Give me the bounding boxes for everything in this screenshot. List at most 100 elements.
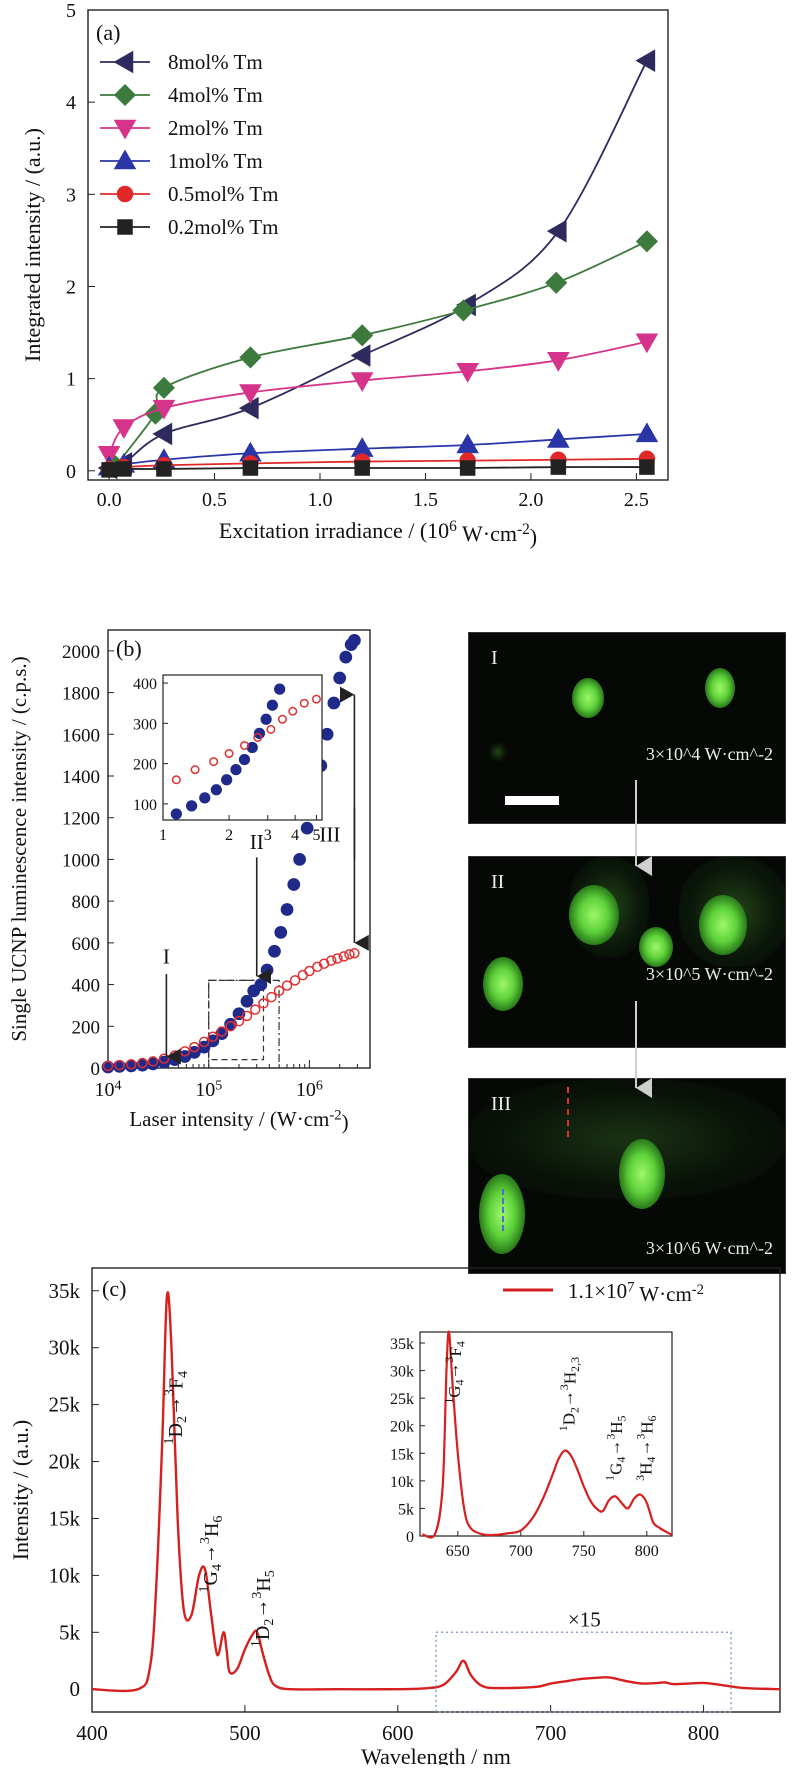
data-point (258, 998, 269, 1009)
particle-spot (489, 743, 507, 761)
data-point (338, 951, 350, 962)
data-point (266, 991, 277, 1003)
inset-y-tick-label: 400 (133, 676, 157, 693)
x-tick-label: 104 (95, 1079, 122, 1101)
data-point (274, 926, 288, 939)
chart-b: 0200400600800100012001400160018002000104… (7, 629, 371, 1134)
inset-annotation-800: 3H4→3H6 (633, 1415, 659, 1480)
x-tick-label: 0.5 (202, 489, 227, 511)
data-point (253, 732, 263, 742)
spectrum-line (91, 1291, 781, 1693)
y-tick-label: 0 (70, 1677, 81, 1701)
y-tick-label: 5 (66, 0, 76, 22)
particle-spot (639, 927, 673, 967)
data-point (288, 706, 298, 716)
x-tick-label: 2.5 (624, 489, 649, 511)
data-point (112, 419, 136, 439)
data-point (147, 1056, 159, 1067)
photo-label: III (491, 1093, 511, 1115)
zoom-box (435, 1631, 732, 1713)
data-point (274, 683, 286, 695)
irradiance-label: 3×10^6 W·cm^-2 (645, 1238, 773, 1258)
x-tick-label: 400 (76, 1721, 108, 1745)
legend-label: 1.1×107 W·cm-2 (568, 1279, 704, 1306)
data-point (137, 1057, 148, 1069)
data-point (320, 727, 334, 741)
inset-frame (419, 1331, 673, 1537)
data-point (156, 461, 172, 477)
data-point (189, 1041, 200, 1053)
inset-y-tick-label: 100 (133, 797, 157, 814)
inset-x-tick-label: 750 (572, 1543, 596, 1560)
data-point (210, 784, 222, 796)
series-5: 0.2mol% Tm (100, 215, 655, 478)
data-point (635, 333, 659, 354)
x-tick-label: 600 (382, 1721, 414, 1745)
particle-spot (572, 678, 604, 718)
particle-spot (569, 885, 619, 945)
data-point (327, 696, 341, 710)
data-point (198, 1036, 210, 1048)
inset-y-tick-label: 10k (390, 1474, 414, 1491)
inset-y-tick-label: 15k (390, 1446, 414, 1463)
photo-III: III 3×10^6 W·cm^-2 (468, 1078, 786, 1274)
y-axis-label: Integrated intensity / (a.u.) (20, 128, 45, 362)
y-tick-label: 5k (59, 1620, 81, 1644)
y-tick-label: 30k (49, 1336, 81, 1360)
data-point (249, 1004, 261, 1015)
data-point (266, 724, 276, 734)
annotation-peak-510: 1D2→3H5 (249, 1570, 278, 1647)
data-point (351, 324, 374, 347)
panel-label: (a) (96, 20, 120, 45)
data-point (224, 749, 234, 759)
y-tick-label: 35k (49, 1279, 81, 1303)
data-point (550, 459, 567, 475)
data-point (230, 764, 242, 776)
data-point (350, 344, 371, 367)
data-point (268, 944, 281, 958)
y-tick-label: 1400 (62, 767, 100, 788)
data-point (239, 740, 249, 750)
legend-label: 4mol% Tm (168, 83, 263, 107)
y-axis-label: Intensity / (a.u.) (8, 1420, 33, 1561)
data-point (241, 1010, 253, 1022)
chart-a: 0.0 0.5 1.0 1.5 2.0 2.5 0 1 2 3 4 5 Excitation irrad… (20, 0, 669, 549)
data-point (639, 459, 655, 475)
inset-annotation-775: 1G4→3H5 (603, 1415, 629, 1480)
data-point (350, 372, 374, 392)
data-point (280, 903, 294, 916)
y-tick-label: 2 (66, 276, 76, 298)
data-point (113, 50, 134, 74)
inset-x-tick-label: 1 (159, 827, 167, 844)
y-tick-label: 3 (66, 184, 76, 206)
photo-II: II 3×10^5 W·cm^-2 (468, 856, 786, 1048)
x-tick-label: 2.0 (518, 489, 543, 511)
y-tick-label: 400 (72, 976, 101, 997)
data-point (97, 445, 121, 466)
photo-label: I (491, 647, 498, 669)
inset-x-tick-label: 2 (225, 827, 233, 844)
data-point (221, 774, 233, 786)
data-point (239, 384, 262, 404)
y-tick-label: 4 (66, 92, 76, 114)
inset-x-tick-label: 700 (509, 1543, 533, 1560)
data-point (354, 460, 370, 476)
inset-y-tick-label: 200 (133, 757, 157, 774)
data-point (326, 955, 337, 966)
inset-y-tick-label: 25k (390, 1391, 414, 1408)
scale-bar (505, 796, 559, 805)
data-point (152, 399, 176, 420)
data-point (299, 698, 309, 708)
inset-x-tick-label: 4 (291, 827, 299, 844)
inset-x-tick-label: 3 (264, 827, 272, 844)
data-point (635, 422, 659, 443)
zoom-box (208, 979, 265, 1061)
x-axis-label: Wavelength / nm (361, 1744, 511, 1765)
panel-a: 0.0 0.5 1.0 1.5 2.0 2.5 0 1 2 3 4 5 Excitation irrad… (0, 0, 800, 620)
y-tick-label: 1800 (62, 684, 100, 705)
legend-label: 2mol% Tm (168, 116, 263, 140)
annotation-I: I (163, 945, 170, 969)
data-point (238, 753, 251, 766)
data-point (456, 363, 479, 383)
particle-spot (619, 1139, 665, 1209)
